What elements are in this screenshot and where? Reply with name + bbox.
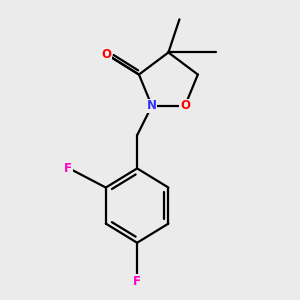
Text: O: O: [180, 99, 190, 112]
Text: N: N: [147, 99, 157, 112]
Text: F: F: [64, 162, 72, 175]
Text: F: F: [133, 274, 141, 287]
Text: O: O: [102, 48, 112, 61]
